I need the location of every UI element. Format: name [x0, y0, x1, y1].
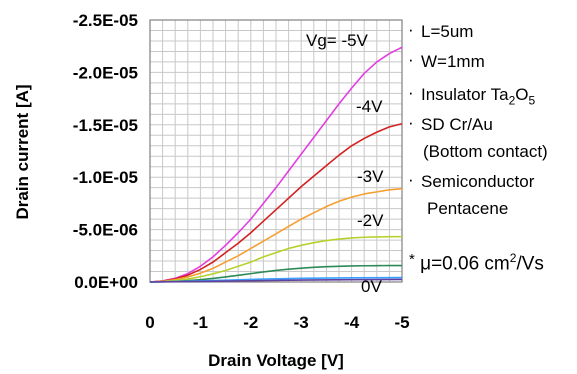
x-tick-labels: 0 -1 -2 -3 -4 -5: [145, 313, 409, 332]
curve-labels: Vg= -5V -4V -3V -2V 0V: [306, 31, 384, 296]
y-tick-labels: 0.0E+00 -5.0E-06 -1.0E-05 -1.5E-05 -2.0E-05 -…: [73, 11, 138, 292]
note-insulator: Insulator Ta2O5: [421, 85, 535, 107]
series-line-2: [149, 122, 403, 283]
curve-label-0V: 0V: [361, 277, 382, 296]
y-tick-label: -5.0E-06: [73, 221, 138, 240]
curve-label-neg2V: -2V: [357, 211, 384, 230]
plot-border: [149, 19, 403, 283]
y-axis-title: Drain current [A]: [13, 84, 32, 219]
mobility-suffix: /Vs: [516, 253, 544, 275]
x-tick-label: -3: [294, 313, 309, 332]
series-line-7: [149, 278, 403, 283]
note-bullet-3: ·: [408, 83, 414, 102]
note-bullet-2: ·: [408, 50, 414, 69]
y-tick-label: -1.0E-05: [73, 168, 138, 187]
note-contact: (Bottom contact): [423, 142, 548, 161]
x-tick-label: -5: [394, 313, 409, 332]
x-tick-label: -2: [243, 313, 258, 332]
note-insulator-prefix: Insulator Ta: [421, 85, 509, 104]
x-tick-label: -1: [193, 313, 208, 332]
curve-label-neg5V: Vg= -5V: [306, 31, 369, 50]
note-pentacene: Pentacene: [427, 199, 509, 218]
y-tick-label: -1.5E-05: [73, 116, 138, 135]
note-bullet-1: ·: [408, 20, 414, 39]
mobility-sup: 2: [509, 251, 517, 265]
x-axis-title: Drain Voltage [V]: [208, 351, 344, 370]
series-group: [149, 46, 403, 283]
mobility-prefix: μ=0.06 cm: [420, 253, 510, 275]
note-semiconductor: Semiconductor: [421, 172, 535, 191]
curve-label-neg3V: -3V: [357, 167, 384, 186]
grid: [150, 20, 402, 282]
note-bullet-4: ·: [408, 113, 414, 132]
plot-frame: [149, 19, 403, 283]
series-line-5: [149, 264, 402, 283]
note-insulator-sub1: 2: [508, 93, 516, 108]
note-width: W=1mm: [421, 52, 485, 71]
curve-label-neg4V: -4V: [356, 97, 383, 116]
x-tick-label: -4: [344, 313, 360, 332]
series-line-4: [149, 235, 403, 283]
y-tick-label: -2.0E-05: [73, 63, 138, 82]
y-tick-label: 0.0E+00: [74, 273, 138, 292]
note-insulator-sub2: 5: [528, 93, 536, 108]
note-insulator-mid: O: [515, 85, 529, 104]
y-tick-label: -2.5E-05: [73, 11, 138, 30]
note-bullet-6: ·: [408, 170, 414, 189]
series-line-3: [149, 187, 403, 283]
note-sd: SD Cr/Au: [421, 115, 493, 134]
series-line-1: [149, 46, 403, 283]
mobility-note: * μ=0.06 cm2/Vs: [409, 251, 544, 275]
mobility-star: *: [409, 251, 415, 268]
note-length: L=5um: [421, 22, 474, 41]
x-tick-label: 0: [145, 313, 154, 332]
